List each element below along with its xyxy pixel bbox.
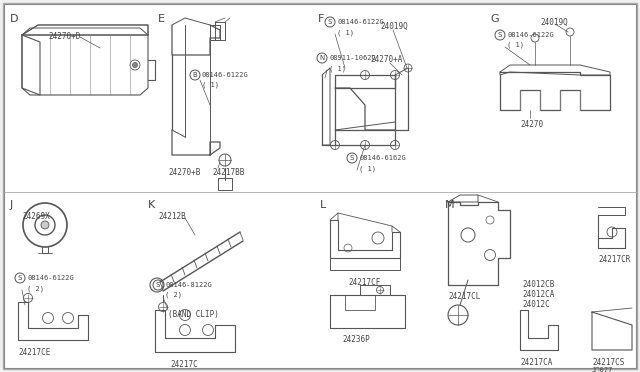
Text: ( 2): ( 2) (27, 285, 44, 292)
Text: 24270: 24270 (520, 120, 543, 129)
Circle shape (153, 280, 163, 290)
Circle shape (190, 70, 200, 80)
Text: 24019Q: 24019Q (540, 18, 568, 27)
Text: 24217CL: 24217CL (448, 292, 481, 301)
FancyBboxPatch shape (3, 3, 637, 369)
Text: 24270+A: 24270+A (370, 55, 403, 64)
Text: K: K (148, 200, 156, 210)
Text: 24236P: 24236P (342, 335, 370, 344)
Text: 24012CA: 24012CA (522, 290, 554, 299)
Circle shape (325, 17, 335, 27)
Text: 24212B: 24212B (158, 212, 186, 221)
Text: L: L (320, 200, 326, 210)
Text: 24217CA: 24217CA (520, 358, 552, 367)
Text: 24270+D: 24270+D (48, 32, 81, 41)
Text: ( 1): ( 1) (337, 29, 354, 35)
Text: S: S (498, 32, 502, 38)
Circle shape (317, 53, 327, 63)
Text: B: B (193, 72, 197, 78)
Text: 24019Q: 24019Q (380, 22, 408, 31)
Circle shape (41, 221, 49, 229)
Text: 24217CF: 24217CF (348, 278, 380, 287)
Text: D: D (10, 14, 19, 24)
Text: J: J (10, 200, 13, 210)
Text: 24269X: 24269X (22, 212, 50, 221)
Text: ( 1): ( 1) (202, 82, 219, 89)
Text: 24217CS: 24217CS (592, 358, 625, 367)
Circle shape (15, 273, 25, 283)
Circle shape (495, 30, 505, 40)
Circle shape (347, 153, 357, 163)
Text: 24217BB: 24217BB (212, 168, 244, 177)
Text: N: N (319, 55, 324, 61)
Text: 24217CE: 24217CE (18, 348, 51, 357)
Text: J␀077: J␀077 (592, 366, 613, 372)
Text: 24217CR: 24217CR (598, 255, 630, 264)
Text: ( 1): ( 1) (507, 42, 524, 48)
Text: 08146-6122G: 08146-6122G (507, 32, 554, 38)
Text: 08146-6122G: 08146-6122G (27, 275, 74, 281)
Text: M: M (445, 200, 454, 210)
Text: 24270+B: 24270+B (168, 168, 200, 177)
Text: 08911-1062G: 08911-1062G (329, 55, 376, 61)
Text: 24012C: 24012C (522, 300, 550, 309)
Text: S: S (328, 19, 332, 25)
Text: 08146-8122G: 08146-8122G (165, 282, 212, 288)
Text: G: G (490, 14, 499, 24)
Text: 08146-6162G: 08146-6162G (359, 155, 406, 161)
Text: 24012CB: 24012CB (522, 280, 554, 289)
Text: S: S (156, 282, 160, 288)
Text: ( 1): ( 1) (329, 65, 346, 71)
Text: ( 2): ( 2) (165, 292, 182, 298)
Text: 08146-6122G: 08146-6122G (202, 72, 249, 78)
Text: (BAND CLIP): (BAND CLIP) (168, 310, 219, 319)
Circle shape (132, 62, 138, 67)
Text: 08146-6122G: 08146-6122G (337, 19, 384, 25)
Text: F: F (318, 14, 324, 24)
Text: S: S (350, 155, 354, 161)
Text: S: S (18, 275, 22, 281)
Text: E: E (158, 14, 165, 24)
Text: 24217C: 24217C (170, 360, 198, 369)
Text: ( 1): ( 1) (359, 165, 376, 171)
